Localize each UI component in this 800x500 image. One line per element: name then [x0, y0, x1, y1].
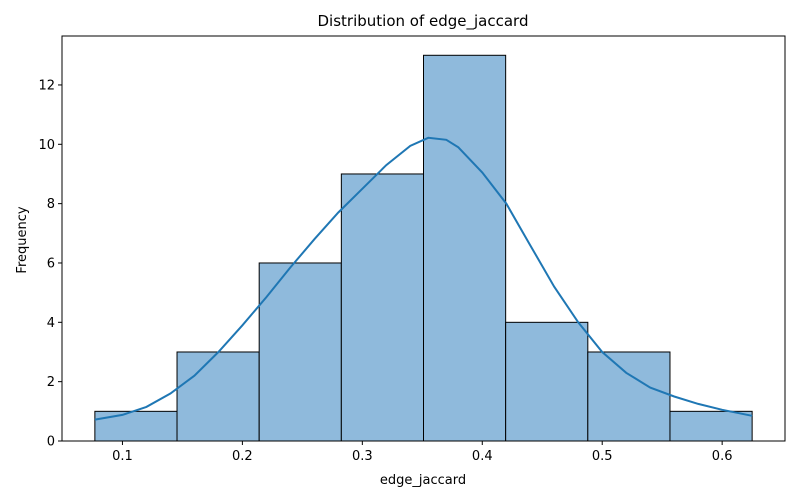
histogram-bar-6	[587, 351, 671, 442]
x-tick-label-4: 0.5	[592, 449, 613, 464]
y-axis-ticks: 0 2 4 6 8 10 12	[38, 78, 62, 450]
x-tick-label-1: 0.2	[232, 449, 253, 464]
histogram-bar-3	[340, 173, 424, 442]
y-tick-label-5: 10	[38, 138, 55, 153]
x-axis-ticks: 0.1 0.2 0.3 0.4 0.5 0.6	[112, 441, 732, 464]
y-tick-label-3: 6	[47, 256, 55, 271]
y-tick-label-2: 4	[47, 316, 55, 331]
histogram-bar-2	[258, 262, 342, 442]
x-tick-label-0: 0.1	[112, 449, 133, 464]
y-tick-label-6: 12	[38, 78, 55, 93]
x-tick-label-2: 0.3	[352, 449, 373, 464]
plot-frame	[61, 35, 786, 442]
x-tick-label-3: 0.4	[472, 449, 493, 464]
y-axis-label: Frequency	[15, 206, 30, 273]
x-axis-label: edge_jaccard	[380, 473, 466, 488]
kde-line	[94, 136, 753, 421]
histogram-bar-7	[669, 410, 753, 442]
histogram-bar-0	[94, 410, 178, 442]
histogram-bar-1	[176, 351, 260, 442]
bars-group	[94, 54, 753, 442]
chart-title: Distribution of edge_jaccard	[318, 12, 529, 31]
y-tick-label-0: 0	[47, 435, 55, 450]
y-tick-label-4: 8	[47, 197, 55, 212]
y-tick-label-1: 2	[47, 375, 55, 390]
histogram-bar-4	[423, 54, 507, 442]
x-tick-label-5: 0.6	[712, 449, 733, 464]
histogram-bar-5	[505, 321, 589, 442]
